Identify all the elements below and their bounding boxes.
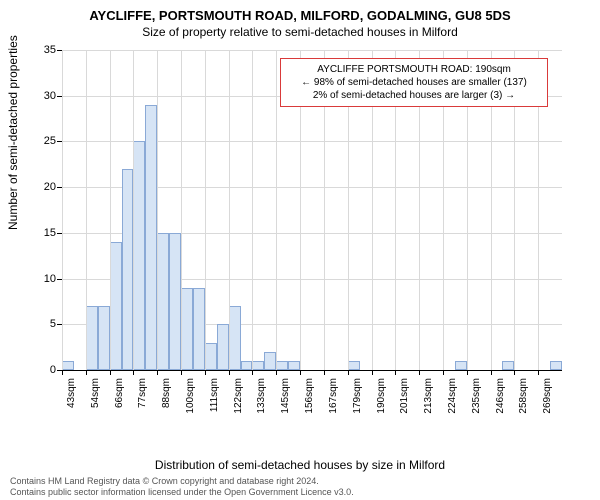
x-tick-label: 122sqm [233, 378, 244, 422]
histogram-bar [133, 141, 145, 370]
x-axis-label: Distribution of semi-detached houses by … [0, 458, 600, 472]
x-tick-label: 66sqm [114, 378, 125, 422]
x-tick [514, 370, 515, 375]
annotation-box: AYCLIFFE PORTSMOUTH ROAD: 190sqm ← 98% o… [280, 58, 548, 107]
histogram-bar [98, 306, 110, 370]
x-tick-label: 77sqm [137, 378, 148, 422]
x-tick [252, 370, 253, 375]
x-tick [157, 370, 158, 375]
x-tick-label: 235sqm [471, 378, 482, 422]
x-gridline [229, 50, 230, 370]
x-tick-label: 258sqm [518, 378, 529, 422]
y-tick-label: 25 [28, 135, 56, 147]
x-tick-label: 156sqm [304, 378, 315, 422]
x-axis-line [62, 370, 562, 371]
histogram-bar [550, 361, 562, 370]
histogram-bar [157, 233, 169, 370]
x-gridline [157, 50, 158, 370]
histogram-bar [348, 361, 360, 370]
chart-container: { "chart": { "type": "histogram", "title… [0, 0, 600, 500]
x-tick-label: 133sqm [256, 378, 267, 422]
x-gridline [86, 50, 87, 370]
x-tick-label: 111sqm [209, 378, 220, 422]
x-tick-label: 88sqm [161, 378, 172, 422]
y-tick-label: 35 [28, 44, 56, 56]
x-tick-label: 54sqm [90, 378, 101, 422]
y-tick-label: 0 [28, 364, 56, 376]
x-tick-label: 213sqm [423, 378, 434, 422]
y-axis-label: Number of semi-detached properties [6, 35, 20, 230]
footer-text: Contains HM Land Registry data © Crown c… [10, 476, 354, 498]
histogram-bar [122, 169, 134, 370]
y-tick-label: 15 [28, 227, 56, 239]
x-tick [324, 370, 325, 375]
x-tick-label: 145sqm [280, 378, 291, 422]
x-gridline [62, 50, 63, 370]
histogram-bar [264, 352, 276, 370]
x-tick-label: 179sqm [352, 378, 363, 422]
annotation-line2: ← 98% of semi-detached houses are smalle… [287, 76, 541, 89]
x-gridline [110, 50, 111, 370]
chart-title: AYCLIFFE, PORTSMOUTH ROAD, MILFORD, GODA… [0, 0, 600, 23]
x-tick-label: 224sqm [447, 378, 458, 422]
x-tick [419, 370, 420, 375]
annotation-line3: 2% of semi-detached houses are larger (3… [287, 89, 541, 102]
y-tick-label: 30 [28, 90, 56, 102]
y-gridline [62, 50, 562, 51]
x-tick [443, 370, 444, 375]
histogram-bar [86, 306, 98, 370]
x-tick [62, 370, 63, 375]
histogram-bar [181, 288, 193, 370]
annotation-line1: AYCLIFFE PORTSMOUTH ROAD: 190sqm [287, 63, 541, 76]
x-tick [395, 370, 396, 375]
x-tick [205, 370, 206, 375]
histogram-bar [276, 361, 288, 370]
x-tick [276, 370, 277, 375]
x-tick-label: 269sqm [542, 378, 553, 422]
x-gridline [205, 50, 206, 370]
x-tick [372, 370, 373, 375]
histogram-bar [241, 361, 253, 370]
histogram-bar [252, 361, 264, 370]
histogram-bar [193, 288, 205, 370]
histogram-bar [217, 324, 229, 370]
x-gridline [181, 50, 182, 370]
x-gridline [252, 50, 253, 370]
x-tick-label: 100sqm [185, 378, 196, 422]
chart-subtitle: Size of property relative to semi-detach… [0, 23, 600, 39]
x-tick [467, 370, 468, 375]
x-tick [491, 370, 492, 375]
x-tick-label: 167sqm [328, 378, 339, 422]
x-tick [133, 370, 134, 375]
x-tick [348, 370, 349, 375]
x-gridline [276, 50, 277, 370]
footer-line2: Contains public sector information licen… [10, 487, 354, 498]
footer-line1: Contains HM Land Registry data © Crown c… [10, 476, 354, 487]
x-tick-label: 43sqm [66, 378, 77, 422]
x-tick [86, 370, 87, 375]
x-gridline [133, 50, 134, 370]
histogram-bar [455, 361, 467, 370]
x-tick [229, 370, 230, 375]
histogram-bar [229, 306, 241, 370]
histogram-bar [502, 361, 514, 370]
histogram-bar [62, 361, 74, 370]
x-tick-label: 246sqm [495, 378, 506, 422]
histogram-bar [145, 105, 157, 370]
histogram-bar [288, 361, 300, 370]
x-tick [110, 370, 111, 375]
x-tick [538, 370, 539, 375]
y-tick-label: 20 [28, 181, 56, 193]
y-tick-label: 10 [28, 273, 56, 285]
x-tick-label: 190sqm [376, 378, 387, 422]
y-tick-label: 5 [28, 318, 56, 330]
histogram-bar [169, 233, 181, 370]
x-tick-label: 201sqm [399, 378, 410, 422]
histogram-bar [205, 343, 217, 370]
x-tick [181, 370, 182, 375]
x-tick [300, 370, 301, 375]
histogram-bar [110, 242, 122, 370]
